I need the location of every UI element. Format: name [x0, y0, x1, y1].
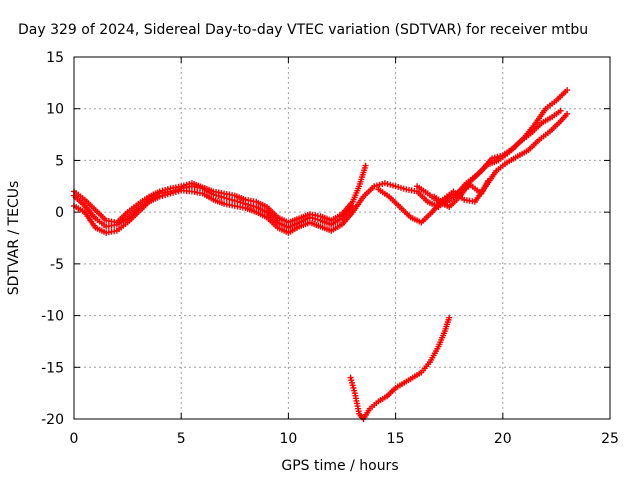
x-tick-label: 15 [387, 431, 405, 447]
plot-frame [73, 56, 611, 420]
series-track-3 [71, 183, 356, 231]
data-point [564, 110, 571, 117]
grid-lines [74, 57, 610, 419]
y-tick-label: 0 [55, 205, 64, 221]
y-tick-label: -20 [41, 412, 64, 428]
x-tick-label: 10 [279, 431, 297, 447]
x-tick-labels: 0 5 10 15 20 25 [70, 431, 619, 447]
data-point [557, 107, 564, 114]
x-tick-label: 0 [70, 431, 79, 447]
chart-title: Day 329 of 2024, Sidereal Day-to-day VTE… [18, 22, 588, 38]
y-tick-label: -15 [41, 360, 64, 376]
y-tick-label: 5 [55, 153, 64, 169]
x-tick-label: 5 [177, 431, 186, 447]
y-tick-label: 10 [46, 102, 64, 118]
y-tick-label: 15 [46, 50, 64, 66]
data-points [71, 87, 571, 422]
y-tick-labels: -20 -15 -10 -5 0 5 10 15 [41, 50, 64, 428]
y-tick-label: -5 [50, 257, 64, 273]
series-track-7 [347, 314, 453, 422]
y-axis-label: SDTVAR / TECUs [6, 181, 22, 296]
x-tick-label: 25 [601, 431, 619, 447]
series-track-6 [431, 107, 564, 207]
x-axis-label: GPS time / hours [281, 458, 398, 474]
data-point [446, 314, 453, 321]
series-track-4 [375, 110, 571, 226]
data-point [362, 162, 369, 169]
data-point [564, 87, 571, 94]
data-point [349, 202, 356, 209]
y-tick-label: -10 [41, 309, 64, 325]
x-tick-label: 20 [494, 431, 512, 447]
